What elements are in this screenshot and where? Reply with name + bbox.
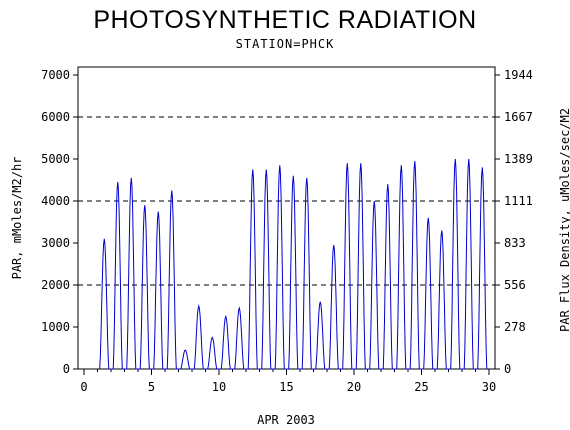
y2-tick-label: 278 (504, 320, 526, 334)
x-tick-label: 15 (279, 380, 293, 394)
par-series-line (99, 158, 488, 370)
y2-tick-label: 1111 (504, 194, 533, 208)
y2-tick-label: 833 (504, 236, 526, 250)
x-tick-label: 10 (212, 380, 226, 394)
y-tick-label: 7000 (41, 68, 70, 82)
chart-title: PHOTOSYNTHETIC RADIATION (93, 6, 477, 34)
reference-lines (78, 116, 495, 286)
y2-axis-label: PAR Flux Density, uMoles/sec/M2 (558, 108, 570, 332)
y2-tick-label: 0 (504, 362, 511, 376)
x-axis: 0 5 10 15 20 25 30 (80, 369, 496, 394)
y-axis-left: 0 1000 2000 3000 4000 5000 6000 7000 (41, 68, 78, 376)
y-tick-label: 4000 (41, 194, 70, 208)
y-axis-right: 0 278 556 833 1111 1389 1667 1944 (495, 68, 533, 376)
x-tick-label: 20 (347, 380, 361, 394)
plot-frame (77, 66, 496, 370)
y-tick-label: 3000 (41, 236, 70, 250)
y-tick-label: 1000 (41, 320, 70, 334)
y2-tick-label: 1389 (504, 152, 533, 166)
x-tick-label: 30 (482, 380, 496, 394)
y2-tick-label: 1667 (504, 110, 533, 124)
y2-tick-label: 556 (504, 278, 526, 292)
x-tick-label: 25 (414, 380, 428, 394)
x-axis-label: APR 2003 (257, 413, 315, 427)
y-tick-label: 2000 (41, 278, 70, 292)
y-tick-label: 0 (63, 362, 70, 376)
x-tick-label: 0 (80, 380, 87, 394)
y-tick-label: 6000 (41, 110, 70, 124)
x-tick-label: 5 (148, 380, 155, 394)
y2-tick-label: 1944 (504, 68, 533, 82)
y-tick-label: 5000 (41, 152, 70, 166)
y-axis-label: PAR, mMoles/M2/hr (10, 157, 24, 280)
chart-subtitle: STATION=PHCK (235, 37, 335, 51)
